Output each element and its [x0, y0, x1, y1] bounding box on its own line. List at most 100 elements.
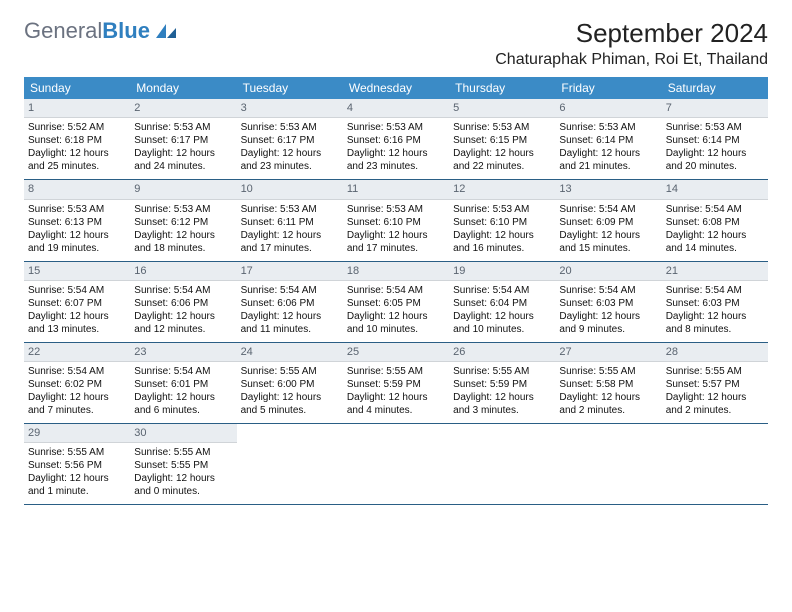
sunset-text: Sunset: 5:58 PM — [559, 378, 657, 391]
sunrise-text: Sunrise: 5:52 AM — [28, 121, 126, 134]
day-number: 12 — [449, 180, 555, 199]
calendar-day-cell: 1Sunrise: 5:52 AMSunset: 6:18 PMDaylight… — [24, 99, 130, 179]
sunset-text: Sunset: 6:03 PM — [666, 297, 764, 310]
day-number: 28 — [662, 343, 768, 362]
sunrise-text: Sunrise: 5:54 AM — [134, 284, 232, 297]
calendar-day-cell: 15Sunrise: 5:54 AMSunset: 6:07 PMDayligh… — [24, 262, 130, 342]
weekday-header: Wednesday — [343, 77, 449, 99]
day-number: 8 — [24, 180, 130, 199]
daylight-text: Daylight: 12 hours and 8 minutes. — [666, 310, 764, 336]
day-number: 17 — [237, 262, 343, 281]
sunset-text: Sunset: 6:09 PM — [559, 216, 657, 229]
daylight-text: Daylight: 12 hours and 10 minutes. — [453, 310, 551, 336]
daylight-text: Daylight: 12 hours and 23 minutes. — [347, 147, 445, 173]
calendar-day-cell: 17Sunrise: 5:54 AMSunset: 6:06 PMDayligh… — [237, 262, 343, 342]
calendar-day-cell: 16Sunrise: 5:54 AMSunset: 6:06 PMDayligh… — [130, 262, 236, 342]
weekday-header: Sunday — [24, 77, 130, 99]
calendar-day-cell: 25Sunrise: 5:55 AMSunset: 5:59 PMDayligh… — [343, 343, 449, 423]
sunrise-text: Sunrise: 5:54 AM — [347, 284, 445, 297]
sunset-text: Sunset: 6:02 PM — [28, 378, 126, 391]
daylight-text: Daylight: 12 hours and 12 minutes. — [134, 310, 232, 336]
calendar-day-cell: 19Sunrise: 5:54 AMSunset: 6:04 PMDayligh… — [449, 262, 555, 342]
sunrise-text: Sunrise: 5:53 AM — [347, 203, 445, 216]
day-number: 26 — [449, 343, 555, 362]
calendar-day-cell: 3Sunrise: 5:53 AMSunset: 6:17 PMDaylight… — [237, 99, 343, 179]
sunrise-text: Sunrise: 5:54 AM — [666, 284, 764, 297]
sunrise-text: Sunrise: 5:53 AM — [241, 203, 339, 216]
calendar-day-cell — [343, 424, 449, 504]
daylight-text: Daylight: 12 hours and 3 minutes. — [453, 391, 551, 417]
page-title: September 2024 — [576, 18, 768, 49]
daylight-text: Daylight: 12 hours and 9 minutes. — [559, 310, 657, 336]
daylight-text: Daylight: 12 hours and 1 minute. — [28, 472, 126, 498]
day-number: 6 — [555, 99, 661, 118]
sunset-text: Sunset: 6:12 PM — [134, 216, 232, 229]
sunrise-text: Sunrise: 5:55 AM — [666, 365, 764, 378]
day-number: 16 — [130, 262, 236, 281]
sunrise-text: Sunrise: 5:53 AM — [453, 121, 551, 134]
day-number: 25 — [343, 343, 449, 362]
calendar-week-row: 1Sunrise: 5:52 AMSunset: 6:18 PMDaylight… — [24, 99, 768, 180]
day-number: 23 — [130, 343, 236, 362]
day-number: 11 — [343, 180, 449, 199]
calendar-day-cell: 6Sunrise: 5:53 AMSunset: 6:14 PMDaylight… — [555, 99, 661, 179]
calendar-day-cell: 24Sunrise: 5:55 AMSunset: 6:00 PMDayligh… — [237, 343, 343, 423]
sunset-text: Sunset: 6:06 PM — [241, 297, 339, 310]
day-number: 9 — [130, 180, 236, 199]
daylight-text: Daylight: 12 hours and 7 minutes. — [28, 391, 126, 417]
calendar-day-cell — [449, 424, 555, 504]
logo-text-gray: General — [24, 18, 102, 44]
sunrise-text: Sunrise: 5:53 AM — [347, 121, 445, 134]
daylight-text: Daylight: 12 hours and 10 minutes. — [347, 310, 445, 336]
location-text: Chaturaphak Phiman, Roi Et, Thailand — [24, 51, 768, 69]
sunset-text: Sunset: 6:17 PM — [241, 134, 339, 147]
sunrise-text: Sunrise: 5:54 AM — [559, 284, 657, 297]
day-number: 14 — [662, 180, 768, 199]
calendar-day-cell: 13Sunrise: 5:54 AMSunset: 6:09 PMDayligh… — [555, 180, 661, 260]
calendar-day-cell: 18Sunrise: 5:54 AMSunset: 6:05 PMDayligh… — [343, 262, 449, 342]
calendar-week-row: 29Sunrise: 5:55 AMSunset: 5:56 PMDayligh… — [24, 424, 768, 505]
sunrise-text: Sunrise: 5:54 AM — [134, 365, 232, 378]
daylight-text: Daylight: 12 hours and 4 minutes. — [347, 391, 445, 417]
daylight-text: Daylight: 12 hours and 22 minutes. — [453, 147, 551, 173]
logo-text-blue: Blue — [102, 18, 150, 44]
day-number: 22 — [24, 343, 130, 362]
calendar-week-row: 22Sunrise: 5:54 AMSunset: 6:02 PMDayligh… — [24, 343, 768, 424]
sunset-text: Sunset: 6:14 PM — [666, 134, 764, 147]
sunset-text: Sunset: 6:00 PM — [241, 378, 339, 391]
calendar-day-cell: 30Sunrise: 5:55 AMSunset: 5:55 PMDayligh… — [130, 424, 236, 504]
day-number: 7 — [662, 99, 768, 118]
sunset-text: Sunset: 6:07 PM — [28, 297, 126, 310]
calendar-grid: 1Sunrise: 5:52 AMSunset: 6:18 PMDaylight… — [24, 99, 768, 505]
sunset-text: Sunset: 6:10 PM — [453, 216, 551, 229]
logo-sail-icon — [154, 22, 178, 40]
sunrise-text: Sunrise: 5:54 AM — [453, 284, 551, 297]
daylight-text: Daylight: 12 hours and 14 minutes. — [666, 229, 764, 255]
day-number: 29 — [24, 424, 130, 443]
daylight-text: Daylight: 12 hours and 25 minutes. — [28, 147, 126, 173]
calendar-day-cell: 2Sunrise: 5:53 AMSunset: 6:17 PMDaylight… — [130, 99, 236, 179]
sunrise-text: Sunrise: 5:55 AM — [347, 365, 445, 378]
calendar-day-cell: 28Sunrise: 5:55 AMSunset: 5:57 PMDayligh… — [662, 343, 768, 423]
sunrise-text: Sunrise: 5:55 AM — [28, 446, 126, 459]
day-number: 27 — [555, 343, 661, 362]
daylight-text: Daylight: 12 hours and 19 minutes. — [28, 229, 126, 255]
calendar-day-cell: 7Sunrise: 5:53 AMSunset: 6:14 PMDaylight… — [662, 99, 768, 179]
calendar-day-cell: 5Sunrise: 5:53 AMSunset: 6:15 PMDaylight… — [449, 99, 555, 179]
sunrise-text: Sunrise: 5:54 AM — [241, 284, 339, 297]
daylight-text: Daylight: 12 hours and 21 minutes. — [559, 147, 657, 173]
calendar-day-cell: 11Sunrise: 5:53 AMSunset: 6:10 PMDayligh… — [343, 180, 449, 260]
weekday-header: Friday — [555, 77, 661, 99]
sunset-text: Sunset: 6:05 PM — [347, 297, 445, 310]
sunset-text: Sunset: 6:13 PM — [28, 216, 126, 229]
day-number: 30 — [130, 424, 236, 443]
calendar-day-cell: 22Sunrise: 5:54 AMSunset: 6:02 PMDayligh… — [24, 343, 130, 423]
day-number: 2 — [130, 99, 236, 118]
daylight-text: Daylight: 12 hours and 13 minutes. — [28, 310, 126, 336]
daylight-text: Daylight: 12 hours and 17 minutes. — [241, 229, 339, 255]
sunset-text: Sunset: 6:16 PM — [347, 134, 445, 147]
daylight-text: Daylight: 12 hours and 17 minutes. — [347, 229, 445, 255]
daylight-text: Daylight: 12 hours and 6 minutes. — [134, 391, 232, 417]
sunrise-text: Sunrise: 5:53 AM — [134, 121, 232, 134]
sunset-text: Sunset: 6:03 PM — [559, 297, 657, 310]
